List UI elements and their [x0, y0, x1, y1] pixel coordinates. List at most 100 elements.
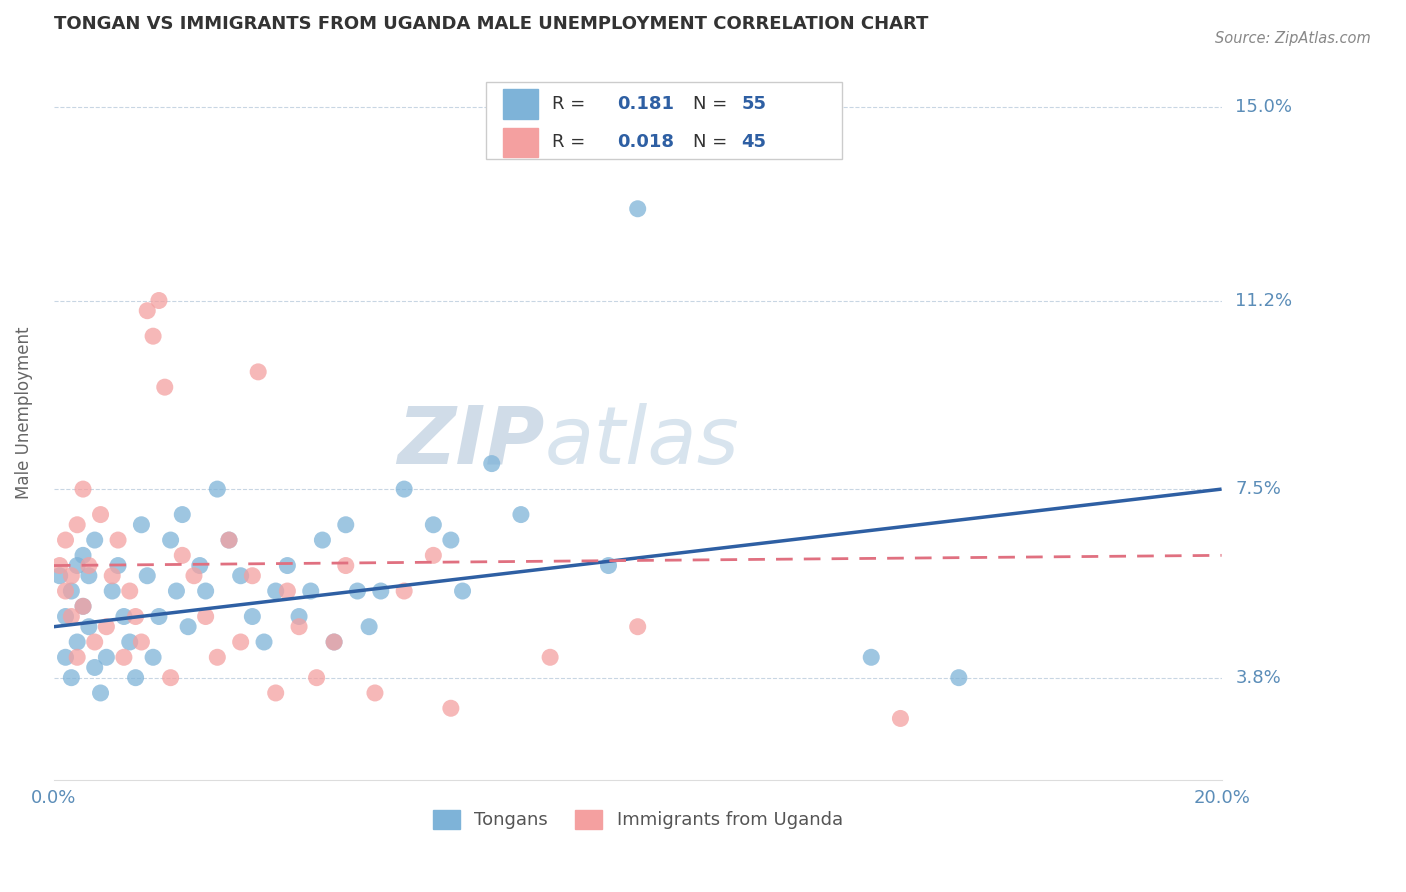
- Point: [83, 660, 105, 674]
- Point: [83, 533, 105, 547]
- Point: [55, 533, 77, 547]
- Point: [55, 650, 77, 665]
- Text: N =: N =: [693, 134, 733, 152]
- Point: [60, 609, 83, 624]
- Point: [299, 584, 322, 599]
- Point: [422, 517, 444, 532]
- Point: [159, 533, 181, 547]
- Text: ZIP: ZIP: [396, 403, 544, 481]
- Point: [72, 482, 94, 496]
- Y-axis label: Male Unemployment: Male Unemployment: [15, 326, 32, 499]
- Point: [335, 558, 357, 573]
- Point: [159, 671, 181, 685]
- Text: Source: ZipAtlas.com: Source: ZipAtlas.com: [1215, 31, 1371, 46]
- Point: [165, 584, 187, 599]
- Text: R =: R =: [553, 95, 592, 113]
- Point: [72, 599, 94, 614]
- Point: [229, 635, 252, 649]
- Point: [90, 508, 112, 522]
- Point: [96, 620, 118, 634]
- Point: [153, 380, 176, 394]
- Point: [194, 609, 217, 624]
- Point: [131, 635, 153, 649]
- Point: [90, 686, 112, 700]
- Point: [101, 584, 124, 599]
- Point: [323, 635, 346, 649]
- Point: [118, 584, 141, 599]
- Point: [311, 533, 333, 547]
- Point: [48, 568, 70, 582]
- Legend: Tongans, Immigrants from Uganda: Tongans, Immigrants from Uganda: [426, 803, 851, 837]
- Point: [264, 686, 287, 700]
- Point: [218, 533, 240, 547]
- Point: [323, 635, 346, 649]
- Point: [148, 293, 170, 308]
- Point: [172, 508, 194, 522]
- Text: 7.5%: 7.5%: [1236, 480, 1281, 498]
- Point: [264, 584, 287, 599]
- Point: [276, 584, 298, 599]
- Point: [240, 568, 263, 582]
- Point: [440, 533, 463, 547]
- Point: [598, 558, 620, 573]
- Point: [55, 609, 77, 624]
- Bar: [503, 128, 538, 157]
- Point: [346, 584, 368, 599]
- Point: [451, 584, 474, 599]
- Text: 45: 45: [741, 134, 766, 152]
- Point: [136, 303, 159, 318]
- Point: [440, 701, 463, 715]
- Text: 3.8%: 3.8%: [1236, 669, 1281, 687]
- Point: [948, 671, 970, 685]
- Point: [247, 365, 270, 379]
- Bar: [503, 89, 538, 119]
- Point: [72, 599, 94, 614]
- Point: [55, 584, 77, 599]
- Point: [240, 609, 263, 624]
- Point: [101, 568, 124, 582]
- Point: [142, 329, 165, 343]
- Point: [218, 533, 240, 547]
- Point: [229, 568, 252, 582]
- Point: [60, 584, 83, 599]
- Point: [107, 533, 129, 547]
- Point: [118, 635, 141, 649]
- Text: N =: N =: [693, 95, 733, 113]
- Point: [131, 517, 153, 532]
- Point: [66, 635, 89, 649]
- Point: [77, 558, 100, 573]
- Point: [77, 568, 100, 582]
- Point: [96, 650, 118, 665]
- Point: [72, 549, 94, 563]
- FancyBboxPatch shape: [486, 82, 842, 160]
- Point: [60, 568, 83, 582]
- Text: R =: R =: [553, 134, 592, 152]
- Point: [194, 584, 217, 599]
- Point: [107, 558, 129, 573]
- Point: [142, 650, 165, 665]
- Point: [124, 609, 146, 624]
- Point: [207, 650, 229, 665]
- Point: [335, 517, 357, 532]
- Point: [60, 671, 83, 685]
- Point: [124, 671, 146, 685]
- Point: [422, 549, 444, 563]
- Point: [359, 620, 381, 634]
- Point: [66, 517, 89, 532]
- Point: [481, 457, 503, 471]
- Point: [136, 568, 159, 582]
- Point: [112, 650, 135, 665]
- Point: [305, 671, 328, 685]
- Point: [288, 609, 311, 624]
- Text: TONGAN VS IMMIGRANTS FROM UGANDA MALE UNEMPLOYMENT CORRELATION CHART: TONGAN VS IMMIGRANTS FROM UGANDA MALE UN…: [53, 15, 928, 33]
- Point: [207, 482, 229, 496]
- Point: [188, 558, 211, 573]
- Point: [112, 609, 135, 624]
- Text: 11.2%: 11.2%: [1236, 292, 1292, 310]
- Point: [66, 558, 89, 573]
- Point: [538, 650, 561, 665]
- Point: [364, 686, 387, 700]
- Point: [370, 584, 392, 599]
- Point: [392, 584, 415, 599]
- Text: 15.0%: 15.0%: [1236, 98, 1292, 116]
